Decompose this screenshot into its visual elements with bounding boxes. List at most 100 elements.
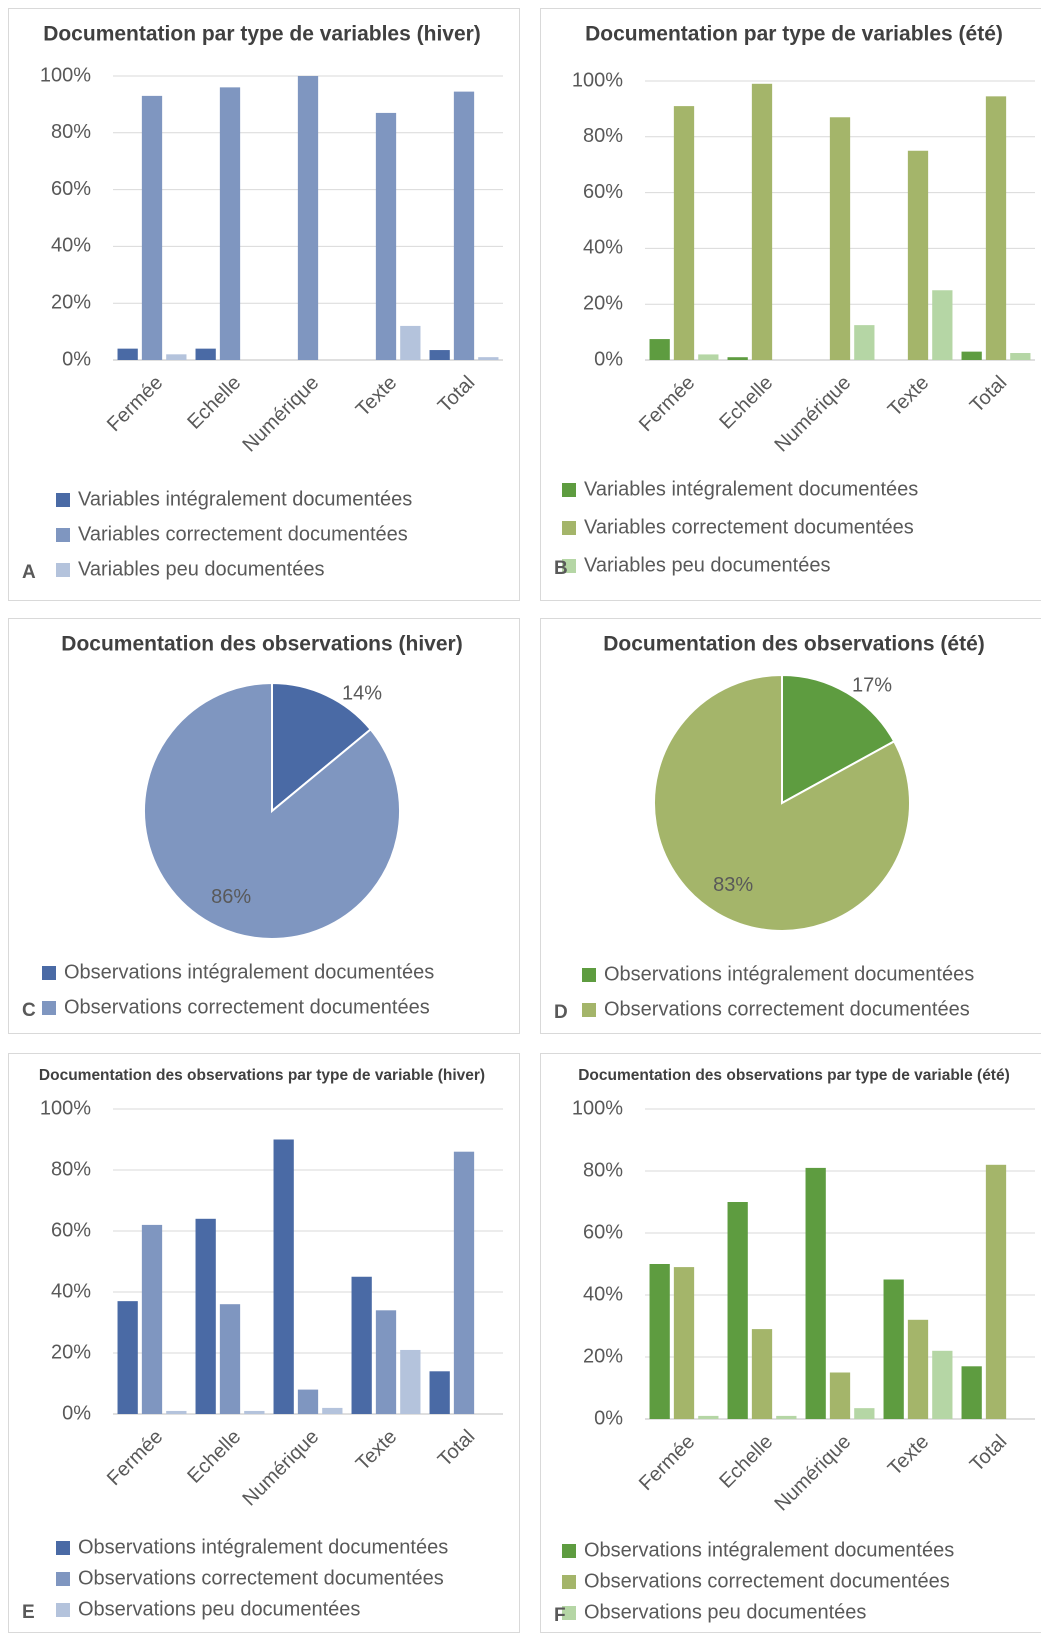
bar (673, 106, 695, 360)
bar (195, 348, 216, 360)
y-tick-label: 80% (583, 125, 623, 147)
data-label: 17% (852, 674, 892, 696)
legend-swatch (582, 1003, 596, 1017)
pie-slice (271, 681, 373, 814)
chart-title: Documentation des observations (hiver) (61, 633, 462, 656)
x-tick-label: Fermée (103, 1426, 167, 1490)
x-tick-label: Total (434, 1426, 479, 1471)
legend-swatch (42, 1001, 56, 1015)
chart-title: Documentation des observations (été) (603, 633, 985, 656)
x-tick-label: Echelle (183, 1426, 245, 1488)
bar (141, 1224, 163, 1414)
legend-swatch (562, 559, 576, 573)
bar (117, 348, 138, 360)
bar (297, 76, 319, 360)
legend-swatch (562, 1544, 576, 1558)
y-tick-label: 40% (51, 1280, 91, 1302)
data-label: 86% (211, 886, 251, 908)
bar (453, 91, 475, 361)
y-tick-label: 40% (51, 235, 91, 257)
legend-label: Observations correctement documentées (584, 1570, 950, 1592)
panel-label: E (22, 1602, 35, 1623)
legend-label: Observations intégralement documentées (78, 1536, 448, 1558)
bar (727, 1202, 748, 1419)
x-tick-label: Numérique (239, 1426, 324, 1511)
bar (698, 1415, 719, 1419)
bar (985, 1164, 1007, 1419)
chart-title: Documentation par type de variables (hiv… (43, 23, 481, 46)
bar (322, 1407, 343, 1414)
x-tick-label: Texte (884, 372, 933, 421)
bar (727, 357, 748, 360)
bar (453, 1151, 475, 1414)
bar (375, 1310, 397, 1414)
chart-panel: Documentation des observations par type … (540, 1053, 1041, 1633)
bar (400, 1349, 421, 1414)
chart-panel: Documentation par type de variables (été… (540, 8, 1041, 601)
bar (429, 1371, 450, 1414)
bar (429, 350, 450, 360)
legend-swatch (56, 563, 70, 577)
x-tick-label: Texte (352, 1426, 401, 1475)
y-tick-label: 60% (51, 1219, 91, 1241)
panel-border (540, 618, 1041, 1034)
bar (854, 325, 875, 360)
legend-label: Variables intégralement documentées (78, 488, 412, 510)
chart-title: Documentation des observations par type … (39, 1067, 485, 1084)
legend-label: Variables correctement documentées (78, 523, 408, 545)
panel-label: C (22, 1000, 36, 1021)
y-tick-label: 80% (583, 1159, 623, 1181)
legend-label: Observations intégralement documentées (604, 963, 974, 985)
legend-swatch (56, 1572, 70, 1586)
bar (141, 95, 163, 360)
bar (829, 117, 851, 361)
legend-label: Variables peu documentées (78, 558, 324, 580)
bar (297, 1389, 319, 1414)
y-tick-label: 100% (40, 64, 91, 86)
legend-label: Variables correctement documentées (584, 516, 914, 538)
panel-label: A (22, 562, 36, 583)
bar (805, 1167, 826, 1419)
legend-label: Observations peu documentées (584, 1601, 866, 1623)
panel-label: B (554, 558, 568, 579)
bar (932, 1350, 953, 1419)
bar (649, 1264, 670, 1419)
legend-label: Variables intégralement documentées (584, 478, 918, 500)
x-tick-label: Echelle (715, 372, 777, 434)
chart-panel: Documentation des observations (été) 17% 8… (540, 618, 1041, 1034)
legend-swatch (562, 521, 576, 535)
y-tick-label: 0% (594, 348, 623, 370)
y-tick-label: 100% (40, 1097, 91, 1119)
x-tick-label: Echelle (715, 1431, 777, 1493)
bar (649, 339, 670, 360)
legend-swatch (56, 493, 70, 507)
bar (673, 1267, 695, 1419)
panel-border (8, 8, 520, 601)
x-tick-label: Fermée (635, 1431, 699, 1495)
legend-label: Observations intégralement documentées (64, 961, 434, 983)
y-tick-label: 40% (583, 1283, 623, 1305)
legend-label: Observations intégralement documentées (584, 1539, 954, 1561)
panel-label: D (554, 1002, 568, 1023)
panel-border (8, 618, 520, 1034)
chart-title: Documentation des observations par type … (578, 1067, 1010, 1084)
legend-swatch (562, 1575, 576, 1589)
bar (244, 1410, 265, 1414)
y-tick-label: 20% (583, 1345, 623, 1367)
bar (883, 1279, 904, 1419)
x-tick-label: Numérique (239, 372, 324, 457)
legend-swatch (562, 483, 576, 497)
x-tick-label: Texte (352, 372, 401, 421)
bar (776, 1415, 797, 1419)
legend-label: Observations correctement documentées (78, 1567, 444, 1589)
y-tick-label: 100% (572, 69, 623, 91)
bar (273, 1139, 294, 1414)
chart-panel: Documentation des observations par type … (8, 1053, 520, 1633)
bar (351, 1276, 372, 1414)
y-tick-label: 40% (583, 237, 623, 259)
legend-swatch (582, 968, 596, 982)
y-tick-label: 60% (51, 178, 91, 200)
bar (829, 1372, 851, 1419)
y-tick-label: 80% (51, 1158, 91, 1180)
y-tick-label: 0% (594, 1407, 623, 1429)
